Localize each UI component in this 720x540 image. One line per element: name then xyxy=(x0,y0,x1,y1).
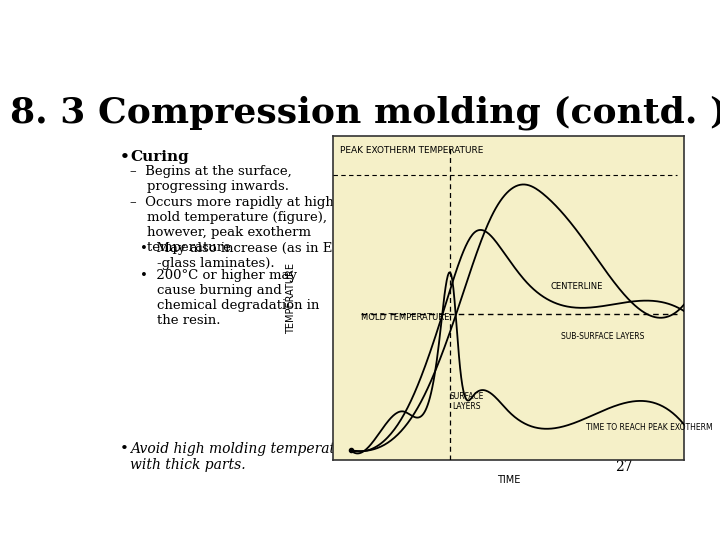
Text: CENTERLINE: CENTERLINE xyxy=(551,282,603,291)
Text: •  200°C or higher may
    cause burning and
    chemical degradation in
    the: • 200°C or higher may cause burning and … xyxy=(140,269,319,327)
Text: SURFACE
LAYERS: SURFACE LAYERS xyxy=(449,392,484,411)
Text: –  Occurs more rapidly at higher
    mold temperature (figure),
    however, pea: – Occurs more rapidly at higher mold tem… xyxy=(130,195,348,254)
FancyBboxPatch shape xyxy=(346,180,621,434)
Text: SUB-SURFACE LAYERS: SUB-SURFACE LAYERS xyxy=(562,333,644,341)
Text: 27: 27 xyxy=(615,461,632,475)
Text: TEMPERATURE: TEMPERATURE xyxy=(287,262,297,334)
Text: Curing: Curing xyxy=(130,150,189,164)
Text: MOLD TEMPERATURE: MOLD TEMPERATURE xyxy=(361,313,450,322)
Text: •: • xyxy=(120,150,130,164)
Text: Avoid high molding temperatures
with thick parts.: Avoid high molding temperatures with thi… xyxy=(130,442,366,472)
Text: TIME TO REACH PEAK EXOTHERM: TIME TO REACH PEAK EXOTHERM xyxy=(586,423,713,432)
Text: PEAK EXOTHERM TEMPERATURE: PEAK EXOTHERM TEMPERATURE xyxy=(341,146,484,155)
Text: TIME: TIME xyxy=(497,475,521,484)
Text: P.K. Mallick, "Fiber Reinforced Composites," Second Edition,
Marcel Dekker, Inc.: P.K. Mallick, "Fiber Reinforced Composit… xyxy=(346,441,666,460)
Text: •  May also increase (as in E
    -glass laminates).: • May also increase (as in E -glass lami… xyxy=(140,242,332,270)
Text: –  Begins at the surface,
    progressing inwards.: – Begins at the surface, progressing inw… xyxy=(130,165,292,193)
Text: 8. 3 Compression molding (contd. ): 8. 3 Compression molding (contd. ) xyxy=(10,96,720,130)
Text: •: • xyxy=(120,442,128,456)
